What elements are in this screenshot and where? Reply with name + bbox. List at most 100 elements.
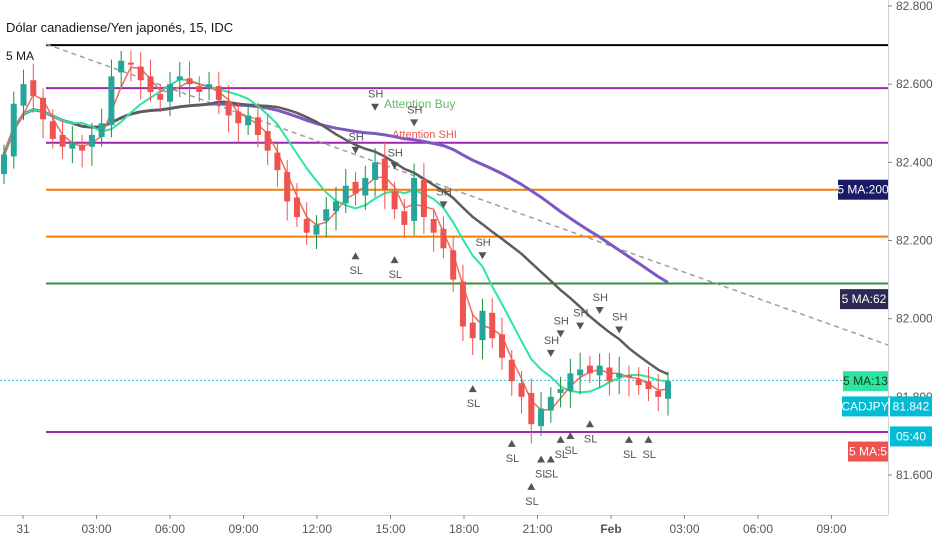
axis-labels: 5 MA:200 5 MA:62 5 MA:13 5 MA:5 CADJPY 81.842… — [837, 179, 932, 462]
indicator-label: 5 MA — [6, 49, 35, 63]
candle-body — [118, 60, 125, 73]
price-axis-label-bg — [890, 396, 932, 417]
price-axis: 82.80082.60082.40082.20082.00081.80081.6… — [888, 0, 932, 550]
candle-body — [391, 191, 398, 210]
sl-label: SL — [467, 398, 480, 410]
candle-body — [225, 101, 232, 116]
countdown-axis-label: 05:40 — [896, 429, 926, 443]
sl-label: SL — [535, 468, 548, 480]
ma5-axis-label-bg — [848, 441, 888, 462]
candle-body — [362, 177, 369, 196]
candle-body — [479, 310, 486, 341]
candle-body — [450, 250, 457, 280]
candle-body — [381, 158, 388, 190]
time-tick-label: 18:00 — [449, 522, 479, 536]
candle-body — [313, 224, 320, 235]
candle-body — [108, 76, 115, 126]
price-tick-label: 82.400 — [896, 155, 932, 169]
candle-body — [616, 373, 623, 378]
sh-label: SH — [612, 311, 627, 323]
candle-body — [40, 97, 47, 120]
candle-body — [49, 121, 56, 139]
candle-body — [655, 390, 662, 397]
candle-body — [440, 228, 447, 249]
candle-body — [79, 144, 86, 151]
sh-label: SH — [407, 104, 422, 116]
sl-marker — [566, 432, 575, 440]
time-axis: 31 03:00 06:00 09:00 12:00 15:00 18:00 21:00 Feb… — [0, 515, 888, 536]
candle-body — [372, 162, 379, 180]
attention-buy-label: Attention Buy — [384, 97, 455, 111]
candle-body — [157, 93, 164, 100]
time-tick-label: Feb — [600, 522, 621, 536]
candle-body — [176, 76, 183, 81]
candle-body — [323, 209, 330, 221]
sh-marker — [351, 146, 360, 154]
sh-marker — [615, 326, 624, 334]
sl-label: SL — [555, 449, 568, 461]
candle-body — [518, 383, 525, 397]
candle-body — [30, 80, 37, 96]
candle-body — [430, 219, 437, 233]
time-tick-label: 03:00 — [669, 522, 699, 536]
sh-marker — [576, 322, 585, 330]
candle-body — [420, 179, 427, 218]
time-tick-label: 12:00 — [302, 522, 332, 536]
price-tick-label: 82.600 — [896, 77, 932, 91]
candle-body — [586, 365, 593, 374]
candles — [1, 50, 671, 444]
candle-body — [352, 181, 359, 194]
sh-marker — [390, 162, 399, 170]
countdown-axis-label-bg — [890, 426, 932, 447]
moving-averages — [2, 66, 669, 411]
sh-marker — [410, 119, 419, 127]
time-tick-label: 21:00 — [522, 522, 552, 536]
ma13-axis-label: 5 MA:13 — [843, 374, 888, 388]
sl-marker — [351, 252, 360, 260]
candle-body — [167, 84, 173, 102]
candle-body — [557, 389, 564, 393]
price-tick-label: 82.000 — [896, 312, 932, 326]
ma62-line — [2, 100, 669, 376]
candle-body — [196, 86, 203, 92]
time-tick-label: 09:00 — [816, 522, 846, 536]
sl-marker — [546, 455, 555, 463]
time-tick-label: 06:00 — [155, 522, 185, 536]
sl-marker — [644, 435, 653, 443]
chart-title: Dólar canadiense/Yen japonés, 15, IDC — [6, 20, 234, 35]
symbol-axis-label-bg — [842, 396, 888, 417]
time-tick-label: 09:00 — [228, 522, 258, 536]
ma62-axis-label-bg — [840, 289, 888, 310]
candle-body — [499, 334, 505, 358]
price-axis-bg — [888, 0, 932, 550]
candle-body — [137, 66, 144, 81]
candle-body — [293, 197, 300, 218]
candle-body — [342, 185, 349, 204]
sl-label: SL — [350, 265, 363, 277]
candle-body — [606, 367, 613, 382]
horizontal-levels — [0, 44, 888, 434]
sh-label: SH — [388, 147, 403, 159]
candle-body — [665, 381, 671, 399]
ma5-line — [3, 66, 669, 411]
candle-body — [508, 359, 515, 382]
sl-label: SL — [389, 269, 402, 281]
candle-body — [596, 365, 603, 376]
candle-body — [127, 62, 134, 65]
sh-marker — [595, 306, 604, 314]
time-tick-label: 31 — [16, 522, 30, 536]
candle-body — [206, 84, 213, 89]
candle-body — [333, 201, 339, 212]
candle-body — [489, 312, 496, 339]
candle-body — [20, 84, 27, 106]
sh-label: SH — [544, 335, 559, 347]
ma200-axis-label-bg — [838, 179, 888, 200]
candle-body — [567, 373, 574, 391]
sh-marker — [546, 349, 555, 357]
candle-body — [59, 134, 66, 147]
candle-body — [245, 115, 252, 126]
time-tick-label: 03:00 — [81, 522, 111, 536]
